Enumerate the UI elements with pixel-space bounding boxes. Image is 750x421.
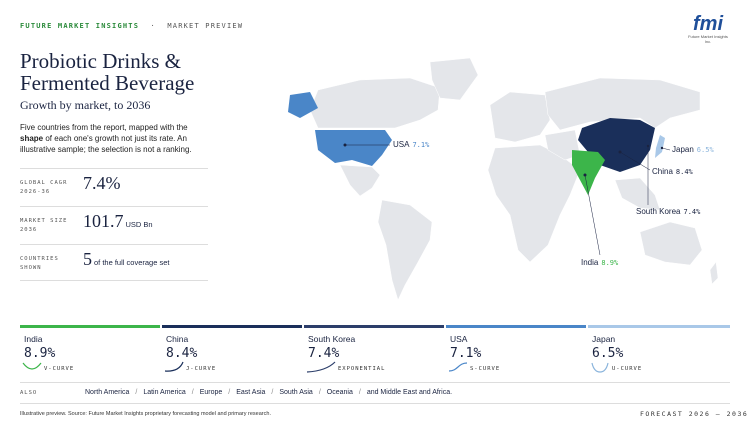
curve-icon bbox=[164, 361, 184, 372]
stat-label: GLOBAL CAGR 2026-36 bbox=[20, 180, 68, 195]
card-curve: V-CURVE bbox=[44, 366, 75, 372]
country-india bbox=[572, 150, 605, 195]
source: Illustrative preview. Source: Future Mar… bbox=[20, 411, 271, 417]
land bbox=[309, 57, 719, 301]
separator: / bbox=[271, 389, 274, 396]
logo-mark: fmi bbox=[693, 13, 723, 35]
brand: FUTURE MARKET INSIGHTS bbox=[20, 22, 140, 30]
stat-value: 5 of the full coverage set bbox=[83, 249, 169, 270]
country: USA bbox=[393, 140, 410, 149]
country: Japan bbox=[672, 145, 694, 154]
country-usa bbox=[315, 130, 392, 166]
intro-text: Five countries from the report, mapped w… bbox=[20, 123, 188, 132]
region-list: North America / Latin America / Europe / East … bbox=[85, 389, 452, 396]
card-country: USA bbox=[450, 334, 468, 344]
card-curve: S-CURVE bbox=[470, 366, 501, 372]
also-label: ALSO bbox=[20, 390, 38, 396]
country: South Korea bbox=[636, 207, 681, 216]
leaders bbox=[345, 144, 671, 256]
also-row: ALSO North America / Latin America / Europe /… bbox=[20, 382, 730, 404]
separator: · bbox=[150, 22, 156, 30]
country-japan bbox=[655, 135, 665, 158]
curve-icon bbox=[22, 362, 42, 370]
card-country: South Korea bbox=[308, 334, 356, 344]
stat: COUNTRIES SHOWN 5 of the full coverage se… bbox=[20, 244, 208, 281]
stat-value: 7.4% bbox=[83, 173, 123, 194]
separator: / bbox=[358, 389, 361, 396]
logo-sub: Future Market Insights Inc. bbox=[688, 34, 728, 44]
region: North America bbox=[85, 389, 130, 396]
separator: / bbox=[228, 389, 231, 396]
region: South Asia bbox=[279, 389, 313, 396]
title: Probiotic Drinks & Fermented Beverage bbox=[20, 49, 195, 95]
logo: fmi Future Market Insights Inc. bbox=[686, 14, 730, 44]
forecast: FORECAST 2026 – 2036 bbox=[640, 410, 749, 418]
card: India 8.9% V-CURVE bbox=[20, 325, 160, 375]
card-value: 6.5% bbox=[592, 346, 624, 361]
dots bbox=[343, 143, 664, 177]
growth: 7.1% bbox=[412, 141, 430, 149]
stat-value: 101.7 USD Bn bbox=[83, 211, 153, 232]
card-value: 7.4% bbox=[308, 346, 340, 361]
stat-label: MARKET SIZE 2036 bbox=[20, 218, 68, 233]
card-value: 8.4% bbox=[166, 346, 198, 361]
map-label: China 8.4% bbox=[652, 167, 693, 176]
card: China 8.4% J-CURVE bbox=[162, 325, 302, 375]
card-value: 8.9% bbox=[24, 346, 56, 361]
card-curve: J-CURVE bbox=[186, 366, 217, 372]
curve-icon bbox=[591, 362, 609, 373]
card: USA 7.1% S-CURVE bbox=[446, 325, 586, 375]
region: Oceania bbox=[326, 389, 353, 396]
card-country: India bbox=[24, 334, 43, 344]
section: MARKET PREVIEW bbox=[167, 22, 244, 30]
region: Europe bbox=[199, 389, 223, 396]
curve-icon bbox=[448, 362, 468, 372]
world-map bbox=[288, 57, 719, 301]
map-label: South Korea 7.4% bbox=[636, 207, 700, 216]
stat: GLOBAL CAGR 2026-36 7.4% bbox=[20, 168, 208, 205]
card-value: 7.1% bbox=[450, 346, 482, 361]
separator: / bbox=[191, 389, 194, 396]
stat-label: COUNTRIES SHOWN bbox=[20, 256, 59, 271]
region: Latin America bbox=[143, 389, 186, 396]
header: FUTURE MARKET INSIGHTS · MARKET PREVIEW bbox=[20, 22, 243, 30]
map-label: USA 7.1% bbox=[393, 140, 429, 149]
curve-icon bbox=[306, 361, 336, 373]
growth: 8.9% bbox=[601, 259, 619, 267]
unit: USD Bn bbox=[125, 220, 153, 229]
stat: MARKET SIZE 2036 101.7 USD Bn bbox=[20, 206, 208, 243]
map-label: Japan 6.5% bbox=[672, 145, 714, 154]
value: 7.4% bbox=[83, 173, 121, 193]
card-country: China bbox=[166, 334, 189, 344]
region: and Middle East and Africa. bbox=[366, 389, 453, 396]
country-usa bbox=[288, 92, 318, 118]
growth: 8.4% bbox=[675, 168, 693, 176]
intro-emphasis: shape bbox=[20, 134, 44, 143]
intro: Five countries from the report, mapped w… bbox=[20, 122, 205, 155]
unit: of the full coverage set bbox=[94, 258, 170, 267]
value: 101.7 bbox=[83, 211, 124, 231]
highlighted-countries bbox=[288, 92, 665, 195]
country: India bbox=[581, 258, 599, 267]
card: Japan 6.5% U-CURVE bbox=[588, 325, 730, 375]
separator: / bbox=[318, 389, 321, 396]
card: South Korea 7.4% EXPONENTIAL bbox=[304, 325, 444, 375]
region: East Asia bbox=[236, 389, 266, 396]
value: 5 bbox=[83, 249, 92, 269]
country: China bbox=[652, 167, 673, 176]
subtitle: Growth by market, to 2036 bbox=[20, 98, 151, 112]
separator: / bbox=[135, 389, 138, 396]
card-curve: EXPONENTIAL bbox=[338, 366, 386, 372]
map-label: India 8.9% bbox=[581, 258, 618, 267]
intro-text: of each one's growth not just its rate. … bbox=[20, 134, 192, 154]
growth: 6.5% bbox=[696, 146, 714, 154]
card-country: Japan bbox=[592, 334, 616, 344]
card-curve: U-CURVE bbox=[612, 366, 643, 372]
growth: 7.4% bbox=[683, 208, 701, 216]
